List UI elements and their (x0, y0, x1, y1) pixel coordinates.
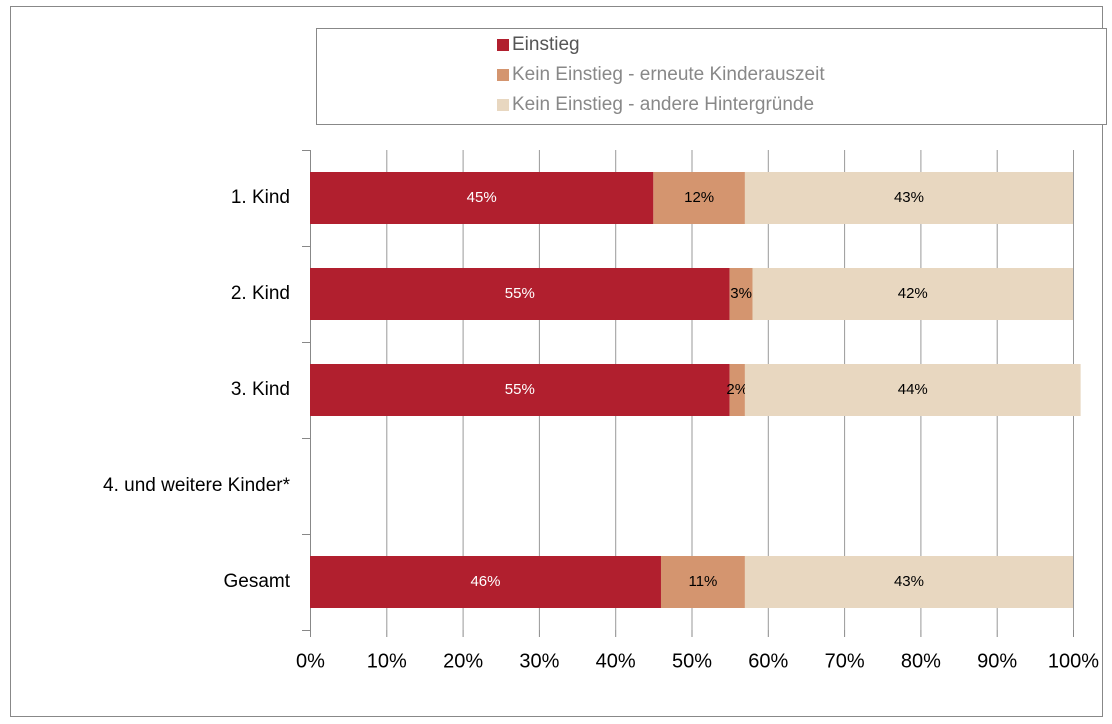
bar-segment (310, 556, 661, 608)
x-tick-label: 20% (443, 650, 483, 672)
legend-swatch (497, 39, 509, 51)
x-tick-label: 0% (296, 650, 325, 672)
value-label: 44% (898, 381, 928, 398)
value-label: 12% (684, 189, 714, 206)
legend-swatch (497, 99, 509, 111)
x-tick-label: 10% (367, 650, 407, 672)
y-tick-label: Gesamt (223, 571, 290, 592)
bar-segment (660, 556, 745, 608)
x-tick-label: 100% (1048, 650, 1099, 672)
legend-label: Kein Einstieg - erneute Kinderauszeit (512, 64, 825, 85)
value-label: 42% (898, 285, 928, 302)
value-label: 55% (505, 285, 535, 302)
y-tick-label: 2. Kind (231, 283, 290, 304)
bar-segment (744, 172, 1073, 224)
legend-label: Kein Einstieg - andere Hintergründe (512, 94, 814, 115)
x-tick-label: 70% (825, 650, 865, 672)
x-tick-label: 60% (748, 650, 788, 672)
bar-segment (310, 364, 730, 416)
legend-swatch (497, 69, 509, 81)
value-label: 11% (688, 573, 717, 590)
bar-segment (744, 364, 1081, 416)
bar-segment (310, 268, 730, 320)
bar-segment (310, 172, 654, 224)
bar-segment (752, 268, 1073, 320)
bar-segment (729, 364, 745, 416)
bar-segment (729, 268, 753, 320)
x-tick-label: 80% (901, 650, 941, 672)
x-tick-label: 90% (977, 650, 1017, 672)
legend-box (316, 28, 1107, 125)
value-label: 45% (467, 189, 497, 206)
y-tick-label: 4. und weitere Kinder* (103, 475, 291, 496)
x-tick-label: 30% (519, 650, 559, 672)
value-label: 2% (726, 381, 748, 398)
value-label: 3% (730, 285, 752, 302)
value-label: 46% (470, 573, 500, 590)
y-tick-label: 1. Kind (231, 187, 290, 208)
y-tick-label: 3. Kind (231, 379, 290, 400)
bar-segment (744, 556, 1073, 608)
legend-label: Einstieg (512, 34, 580, 55)
value-label: 43% (894, 189, 924, 206)
value-label: 55% (505, 381, 535, 398)
x-tick-label: 40% (596, 650, 636, 672)
bar-segment (653, 172, 745, 224)
x-tick-label: 50% (672, 650, 712, 672)
value-label: 43% (894, 573, 924, 590)
